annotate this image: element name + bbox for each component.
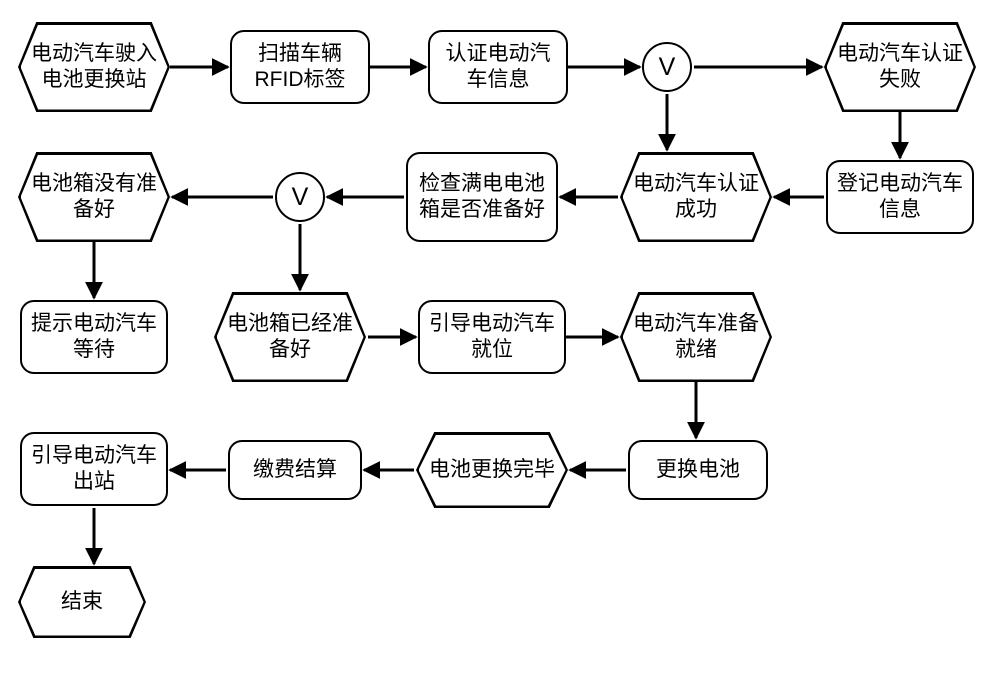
node-d1: V [642, 42, 692, 92]
node-n16: 引导电动汽车出站 [20, 432, 168, 506]
node-label-n12: 电动汽车准备就绪 [623, 295, 770, 380]
node-label-n14: 电池更换完毕 [419, 435, 566, 506]
node-label-n10: 电池箱已经准备好 [217, 295, 364, 380]
node-label-n4: 电动汽车认证失败 [827, 25, 974, 110]
node-n15: 缴费结算 [228, 440, 362, 500]
node-n11: 引导电动汽车就位 [418, 300, 566, 374]
node-n7: 检查满电电池箱是否准备好 [406, 152, 558, 242]
node-label-n17: 结束 [21, 569, 144, 636]
node-n6: 登记电动汽车信息 [826, 160, 974, 234]
flowchart-canvas: 电动汽车驶入电池更换站扫描车辆RFID标签认证电动汽车信息V电动汽车认证失败电动… [0, 0, 1000, 674]
node-label-n1: 电动汽车驶入电池更换站 [21, 25, 168, 110]
node-n9: 提示电动汽车等待 [20, 300, 168, 374]
node-n3: 认证电动汽车信息 [428, 30, 568, 104]
node-d2: V [275, 172, 325, 222]
node-label-n5: 电动汽车认证成功 [623, 155, 770, 240]
node-label-n8: 电池箱没有准备好 [21, 155, 168, 240]
node-n2: 扫描车辆RFID标签 [230, 30, 370, 104]
node-n13: 更换电池 [628, 440, 768, 500]
